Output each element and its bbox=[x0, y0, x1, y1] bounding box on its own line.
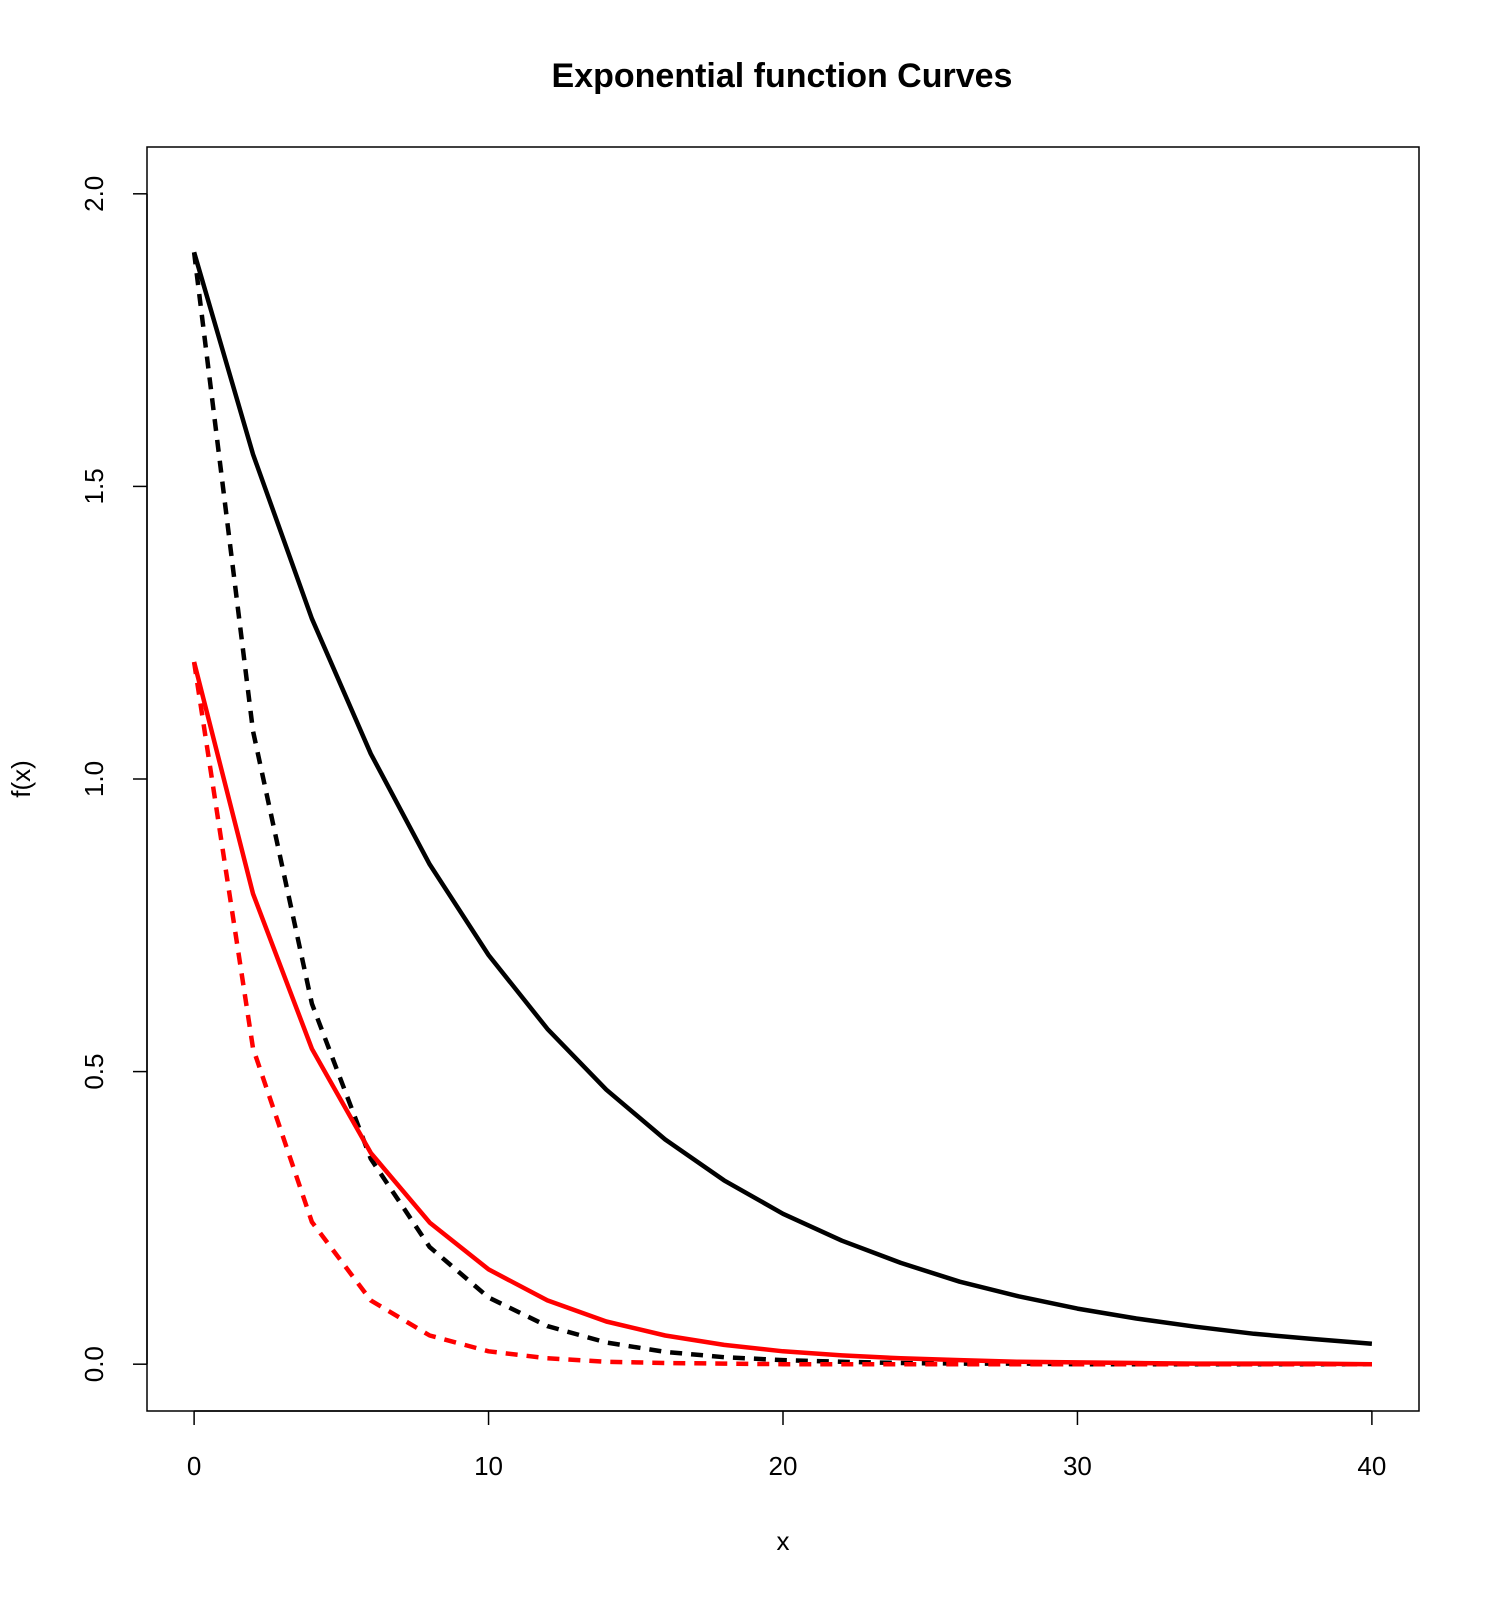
plot-frame bbox=[146, 146, 1420, 1412]
series-line-1 bbox=[191, 251, 1373, 1346]
x-tick-label: 40 bbox=[1357, 1451, 1386, 1481]
y-axis: 0.0 0.5 1.0 1.5 2.0 bbox=[79, 176, 148, 1382]
series-line-2 bbox=[191, 252, 1372, 1367]
y-tick-label: 1.5 bbox=[79, 468, 109, 504]
series-line-3 bbox=[191, 661, 1372, 1367]
x-tick-label: 20 bbox=[769, 1451, 798, 1481]
y-tick-label: 0.0 bbox=[79, 1346, 109, 1382]
x-tick-label: 10 bbox=[474, 1451, 503, 1481]
series-layer bbox=[191, 251, 1373, 1367]
chart-title: Exponential function Curves bbox=[552, 57, 1013, 95]
series-line-4 bbox=[191, 661, 1372, 1367]
y-axis-title: f(x) bbox=[6, 760, 36, 798]
y-tick-label: 0.5 bbox=[79, 1054, 109, 1090]
x-tick-label: 0 bbox=[187, 1451, 201, 1481]
y-tick-label: 1.0 bbox=[79, 761, 109, 797]
y-tick-label: 2.0 bbox=[79, 176, 109, 212]
x-axis: 0 10 20 30 40 bbox=[187, 1410, 1386, 1481]
x-axis-title: x bbox=[777, 1526, 790, 1556]
x-tick-label: 30 bbox=[1063, 1451, 1092, 1481]
